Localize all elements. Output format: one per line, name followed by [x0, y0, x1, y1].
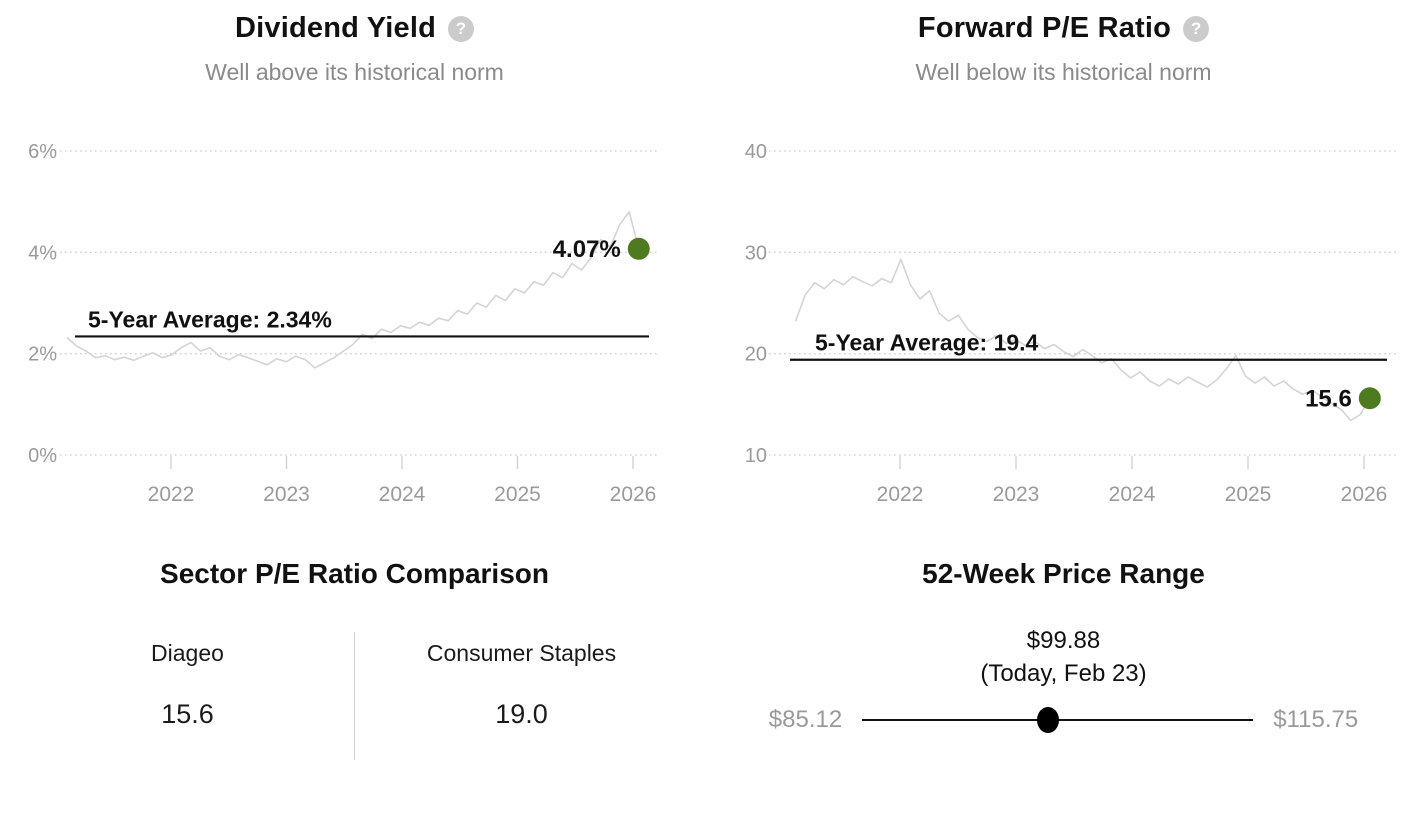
x-axis-label: 2026	[610, 483, 657, 506]
forward-pe-panel: Forward P/E Ratio ? Well below its histo…	[709, 0, 1418, 530]
x-axis-label: 2023	[993, 483, 1040, 506]
price-range-track	[862, 707, 1254, 733]
dividend-yield-header: Dividend Yield ? Well above its historic…	[0, 0, 709, 120]
average-label: 5-Year Average: 19.4	[815, 330, 1039, 356]
help-icon[interactable]: ?	[1183, 15, 1210, 42]
x-axis-label: 2024	[379, 483, 426, 506]
price-range-low: $85.12	[768, 706, 843, 733]
price-range-title: 52-Week Price Range	[922, 558, 1205, 589]
forward-pe-header: Forward P/E Ratio ? Well below its histo…	[709, 0, 1418, 120]
sector-pe-value: 19.0	[495, 699, 548, 729]
current-value-label: 4.07%	[553, 236, 621, 263]
x-axis-label: 2023	[263, 483, 310, 506]
current-price-block: $99.88 (Today, Feb 23)	[709, 624, 1418, 690]
y-axis-label: 2%	[28, 344, 57, 366]
sector-name: Consumer Staples	[426, 640, 617, 666]
forward-pe-subtitle: Well below its historical norm	[915, 59, 1212, 85]
sector-cell-sector: Consumer Staples 19.0	[355, 632, 688, 760]
x-axis-label: 2022	[877, 483, 924, 506]
price-range-panel: 52-Week Price Range $99.88 (Today, Feb 2…	[709, 530, 1418, 818]
x-axis-label: 2025	[494, 483, 541, 506]
forward-pe-title: Forward P/E Ratio	[917, 12, 1172, 44]
current-price: $99.88	[1026, 627, 1101, 654]
dividend-yield-panel: Dividend Yield ? Well above its historic…	[0, 0, 709, 530]
dividend-yield-chart: 0% 2% 4% 6% 2022 2023 2024 2025 2026 5-Year Avera…	[28, 141, 657, 506]
y-axis-label: 0%	[28, 445, 57, 467]
sector-comparison-row: Diageo 15.6 Consumer Staples 19.0	[0, 632, 709, 760]
y-axis-label: 6%	[28, 141, 57, 163]
sector-pe-comparison-panel: Sector P/E Ratio Comparison Diageo 15.6 …	[0, 530, 709, 818]
x-axis-label: 2024	[1109, 483, 1156, 506]
sector-cell-company: Diageo 15.6	[21, 632, 355, 760]
current-value-label: 15.6	[1305, 385, 1352, 412]
company-name: Diageo	[151, 640, 224, 666]
average-label: 5-Year Average: 2.34%	[88, 306, 332, 332]
forward-pe-chart: 10 20 30 40 2022 2023 2024 2025 2026 5-Year Avera…	[745, 141, 1397, 506]
help-icon[interactable]: ?	[448, 15, 474, 42]
y-axis-label: 30	[745, 242, 767, 264]
y-axis-label: 4%	[28, 242, 57, 264]
series-line	[66, 211, 640, 369]
current-price-date: (Today, Feb 23)	[980, 660, 1147, 687]
dividend-yield-title: Dividend Yield	[234, 12, 436, 44]
current-price-dot	[1037, 707, 1060, 733]
current-value-dot	[1358, 387, 1381, 410]
current-value-dot	[627, 237, 650, 260]
series-line	[794, 258, 1371, 422]
dividend-yield-subtitle: Well above its historical norm	[205, 59, 504, 85]
x-axis-label: 2026	[1341, 483, 1388, 506]
y-axis-label: 10	[745, 445, 767, 467]
y-axis-label: 40	[745, 141, 767, 163]
company-pe-value: 15.6	[161, 699, 214, 729]
price-range-slider: $85.12 $115.75	[709, 706, 1418, 734]
x-axis-label: 2025	[1225, 483, 1272, 506]
y-axis-label: 20	[745, 344, 767, 366]
price-range-high: $115.75	[1273, 706, 1359, 733]
sector-pe-comparison-title: Sector P/E Ratio Comparison	[160, 558, 549, 589]
x-axis-label: 2022	[148, 483, 195, 506]
